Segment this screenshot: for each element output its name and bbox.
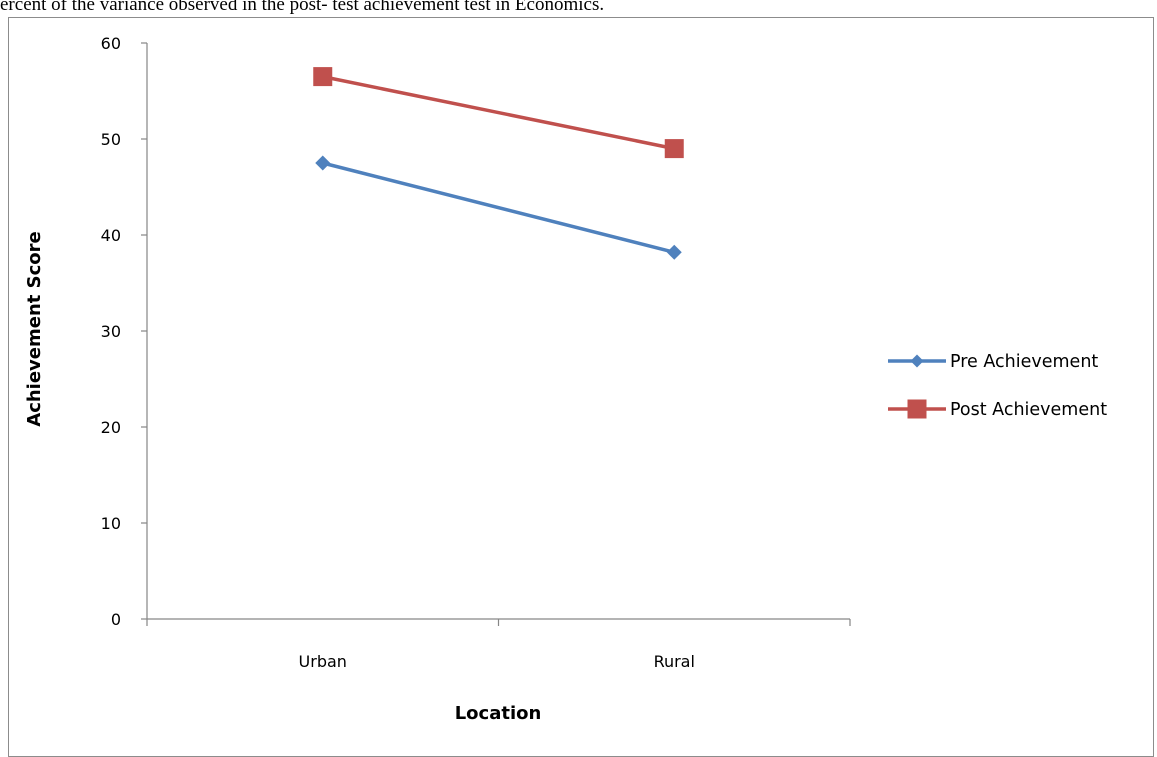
legend: Pre Achievement Post Achievement	[888, 352, 1107, 420]
square-marker	[907, 399, 927, 419]
y-tick-label: 30	[101, 322, 121, 341]
series-line	[322, 161, 675, 254]
square-marker	[664, 139, 684, 159]
chart-frame	[8, 17, 1154, 757]
series-line	[322, 74, 675, 151]
y-tick-label: 60	[101, 34, 121, 53]
y-tick-label: 20	[101, 418, 121, 437]
series-layer	[313, 67, 684, 260]
axes: 0 10 20 30 40 50 60 Urban Rural	[101, 34, 851, 671]
x-tick-label: Urban	[299, 652, 347, 671]
legend-label: Pre Achievement	[950, 352, 1098, 372]
y-axis-title: Achievement Score	[24, 231, 45, 426]
square-marker	[313, 67, 333, 87]
x-axis-title: Location	[455, 703, 542, 724]
y-tick-label: 50	[101, 130, 121, 149]
series-1	[315, 155, 682, 260]
legend-label: Post Achievement	[950, 400, 1107, 420]
y-tick-label: 40	[101, 226, 121, 245]
caption-text: ercent of the variance observed in the p…	[0, 0, 605, 15]
y-tick-label: 0	[111, 610, 121, 629]
legend-item: Pre Achievement	[888, 352, 1098, 372]
legend-item: Post Achievement	[888, 399, 1107, 420]
diamond-marker	[910, 354, 924, 368]
diamond-marker	[666, 244, 682, 260]
series-2	[313, 67, 684, 159]
y-tick-label: 10	[101, 514, 121, 533]
x-tick-label: Rural	[654, 652, 695, 671]
diamond-marker	[315, 155, 331, 171]
